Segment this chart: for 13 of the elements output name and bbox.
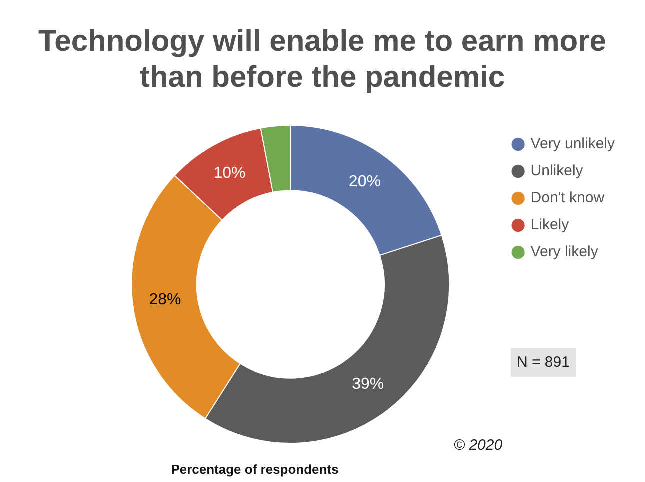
- data-label: 20%: [348, 174, 381, 191]
- data-label: 28%: [149, 292, 182, 309]
- legend-label: Likely: [530, 216, 570, 234]
- legend-label: Very likely: [530, 244, 599, 261]
- legend-label: Unlikely: [530, 162, 584, 180]
- data-label: 39%: [352, 376, 384, 393]
- text: © 2020: [454, 437, 503, 454]
- text: Percentage of respondents: [170, 462, 340, 477]
- chart-title: Technology will enable me to earn more than before the pandemic: [38, 24, 608, 96]
- text: N = 891: [511, 348, 576, 377]
- legend-label: Very unlikely: [530, 136, 616, 153]
- legend-label: Don't know: [530, 190, 605, 207]
- data-label: 10%: [214, 165, 246, 182]
